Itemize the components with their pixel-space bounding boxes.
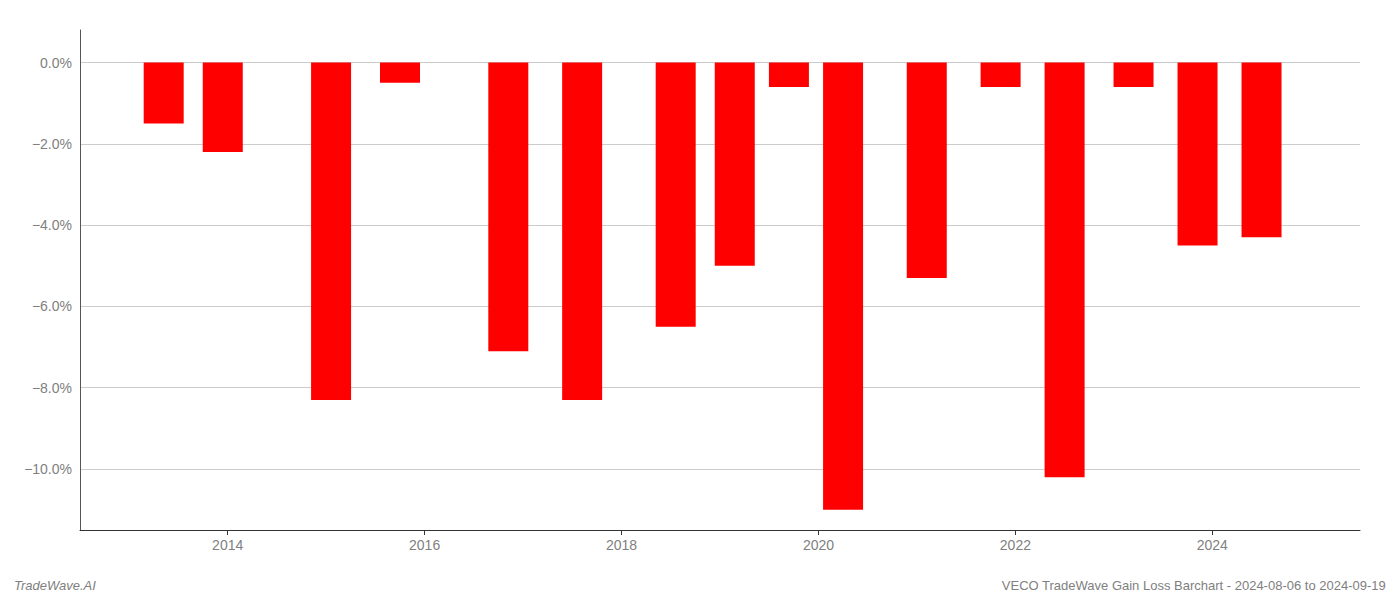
svg-text:2014: 2014 <box>212 537 243 553</box>
svg-text:−6.0%: −6.0% <box>32 298 72 314</box>
svg-text:TradeWave.AI: TradeWave.AI <box>14 578 96 593</box>
svg-text:−10.0%: −10.0% <box>24 461 72 477</box>
svg-text:2022: 2022 <box>1000 537 1031 553</box>
svg-text:−8.0%: −8.0% <box>32 380 72 396</box>
svg-text:−4.0%: −4.0% <box>32 217 72 233</box>
svg-text:2018: 2018 <box>606 537 637 553</box>
svg-text:2016: 2016 <box>409 537 440 553</box>
svg-text:2024: 2024 <box>1197 537 1228 553</box>
svg-text:−2.0%: −2.0% <box>32 136 72 152</box>
svg-text:0.0%: 0.0% <box>40 55 72 71</box>
svg-text:VECO TradeWave Gain Loss Barch: VECO TradeWave Gain Loss Barchart - 2024… <box>1002 578 1386 593</box>
svg-text:2020: 2020 <box>803 537 834 553</box>
